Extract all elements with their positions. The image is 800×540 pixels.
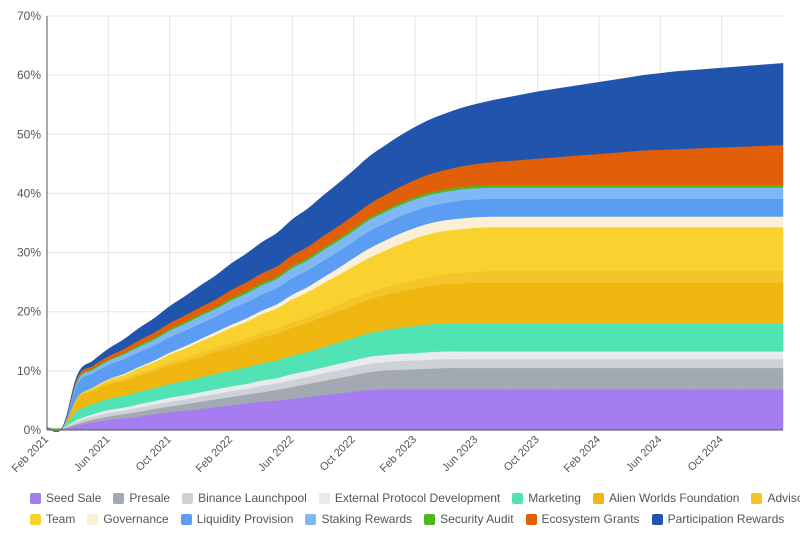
x-tick-label: Jun 2024 [624, 434, 664, 474]
legend-swatch [318, 492, 330, 504]
legend-item[interactable]: Advisors [751, 491, 800, 505]
y-tick-label: 60% [17, 68, 41, 82]
legend-item[interactable]: Security Audit [424, 512, 514, 526]
legend-item[interactable]: Alien Worlds Foundation [592, 491, 740, 505]
legend-label: Ecosystem Grants [541, 512, 640, 526]
chart-canvas: 0% 10% 20% 30% 40% 50% 60% 70% Feb 2021 Jun 2021 O… [10, 9, 784, 475]
x-tick-label: Oct 2024 [686, 434, 726, 474]
legend-item[interactable]: Staking Rewards [305, 512, 412, 526]
legend-item[interactable]: Liquidity Provision [180, 512, 294, 526]
legend-label: Marketing [528, 491, 581, 505]
legend-row: Team Governance Liquidity Provision Staking… [30, 509, 790, 529]
legend-swatch [87, 513, 99, 525]
legend-swatch [30, 492, 41, 504]
x-tick-label: Feb 2024 [562, 434, 603, 475]
x-tick-label: Feb 2022 [194, 434, 235, 475]
legend-label: Liquidity Provision [196, 512, 294, 526]
x-tick-label: Oct 2022 [318, 434, 358, 474]
stacked-areas [46, 63, 784, 433]
legend-item[interactable]: Presale [113, 491, 170, 505]
legend-item[interactable]: Participation Rewards [651, 512, 785, 526]
legend-label: Participation Rewards [667, 512, 785, 526]
legend-swatch [182, 492, 194, 504]
y-tick-label: 30% [17, 246, 41, 260]
legend-swatch [592, 492, 604, 504]
legend-item[interactable]: External Protocol Development [318, 491, 501, 505]
legend-label: Governance [103, 512, 169, 526]
legend-item[interactable]: Binance Launchpool [182, 491, 307, 505]
legend-item[interactable]: Marketing [512, 491, 581, 505]
legend-swatch [751, 492, 763, 504]
y-tick-label: 70% [17, 9, 41, 23]
legend-label: Team [46, 512, 76, 526]
legend-swatch [525, 513, 537, 525]
legend-swatch [113, 492, 125, 504]
legend-swatch [180, 513, 192, 525]
y-tick-label: 40% [17, 186, 41, 200]
legend-swatch [30, 513, 41, 525]
x-tick-label: Feb 2023 [378, 434, 419, 475]
legend-label: Security Audit [440, 512, 514, 526]
x-tick-label: Feb 2021 [10, 434, 51, 475]
area-participation-rewards [46, 63, 784, 433]
legend-label: Binance Launchpool [198, 491, 307, 505]
legend-item[interactable]: Governance [87, 512, 169, 526]
x-tick-label: Oct 2021 [134, 434, 174, 474]
legend-label: Advisors [767, 491, 800, 505]
y-tick-label: 0% [24, 423, 42, 437]
y-tick-label: 10% [17, 364, 41, 378]
legend-swatch [424, 513, 436, 525]
legend-label: Presale [129, 491, 171, 505]
x-tick-label: Jun 2021 [72, 434, 112, 474]
legend-label: Staking Rewards [321, 512, 413, 526]
legend-item[interactable]: Seed Sale [30, 491, 101, 505]
x-tick-label: Jun 2023 [440, 434, 480, 474]
legend-row: Seed Sale Presale Binance Launchpool Extern… [30, 488, 800, 508]
y-tick-label: 50% [17, 127, 41, 141]
legend-item[interactable]: Team [30, 512, 75, 526]
x-tick-label: Jun 2022 [256, 434, 296, 474]
legend-label: Alien Worlds Foundation [608, 491, 740, 505]
legend-swatch [305, 513, 317, 525]
x-tick-label: Oct 2023 [502, 434, 542, 474]
legend-swatch [512, 492, 524, 504]
y-tick-label: 20% [17, 305, 41, 319]
legend-label: External Protocol Development [334, 491, 501, 505]
legend-swatch [651, 513, 663, 525]
legend-item[interactable]: Ecosystem Grants [525, 512, 640, 526]
legend: Seed Sale Presale Binance Launchpool Extern… [30, 488, 800, 530]
legend-label: Seed Sale [46, 491, 102, 505]
